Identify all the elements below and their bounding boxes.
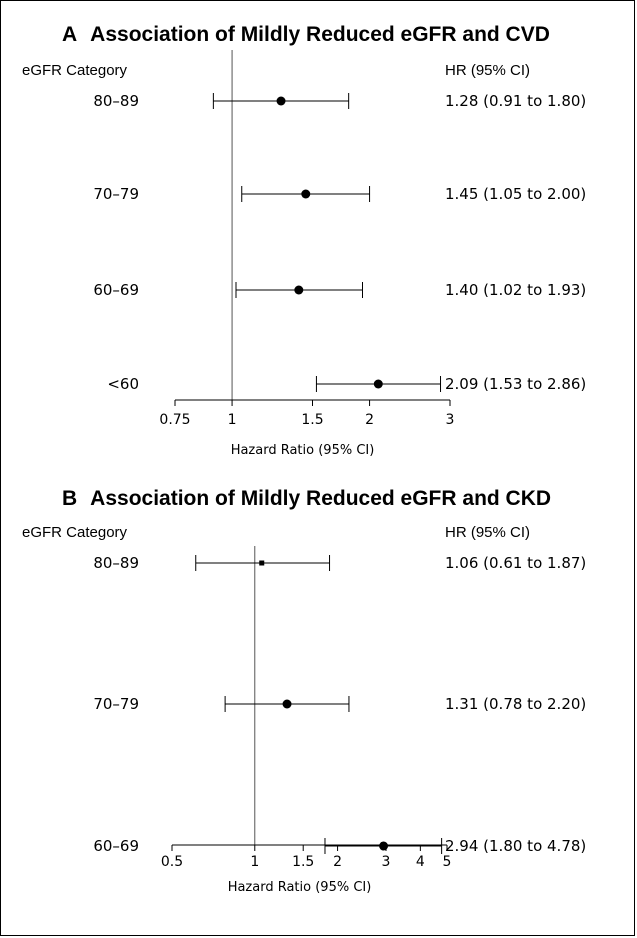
row-hr-label: 1.40 (1.02 to 1.93) [445, 281, 586, 299]
x-tick-label: 5 [443, 854, 452, 870]
hr-point-marker [276, 96, 286, 106]
x-tick-label: 3 [382, 854, 391, 870]
panel-a: A Association of Mildly Reduced eGFR and … [22, 23, 586, 458]
right-column-header: HR (95% CI) [445, 524, 530, 541]
hr-point-marker [301, 189, 311, 199]
forest-row: <60 2.09 (1.53 to 2.86) [107, 375, 586, 393]
panel-letter: B [62, 487, 77, 510]
forest-row: 60–69 1.40 (1.02 to 1.93) [93, 281, 586, 299]
row-category-label: 70–79 [93, 185, 139, 203]
x-tick-label: 1.5 [292, 854, 314, 870]
row-hr-label: 1.31 (0.78 to 2.20) [445, 695, 586, 713]
x-tick-label: 2 [333, 854, 342, 870]
row-hr-label: 1.45 (1.05 to 2.00) [445, 185, 586, 203]
panel-letter: A [62, 23, 77, 46]
x-tick-label: 4 [416, 854, 425, 870]
row-category-label: 60–69 [93, 837, 139, 855]
panel-title-text: Association of Mildly Reduced eGFR and C… [90, 487, 551, 510]
x-tick-label: 1 [250, 854, 259, 870]
x-axis-label: Hazard Ratio (95% CI) [228, 880, 372, 895]
forest-row: 60–69 2.94 (1.80 to 4.78) [93, 837, 586, 855]
panel-title-text: Association of Mildly Reduced eGFR and C… [90, 23, 550, 46]
row-category-label: 70–79 [93, 695, 139, 713]
x-tick-label: 0.5 [161, 854, 183, 870]
hr-point-marker [379, 841, 389, 851]
forest-row: 80–89 1.28 (0.91 to 1.80) [93, 92, 586, 110]
forest-row: 70–79 1.31 (0.78 to 2.20) [93, 695, 586, 713]
row-hr-label: 1.28 (0.91 to 1.80) [445, 92, 586, 110]
x-tick-label: 2 [365, 412, 374, 428]
forest-row: 80–89 1.06 (0.61 to 1.87) [93, 554, 586, 572]
hr-point-marker [373, 379, 383, 389]
x-tick-label: 1.5 [301, 412, 323, 428]
panel-title: B Association of Mildly Reduced eGFR and … [62, 487, 551, 510]
hr-point-marker [294, 285, 304, 295]
left-column-header: eGFR Category [22, 524, 128, 541]
x-tick-label: 1 [228, 412, 237, 428]
x-tick-label: 3 [446, 412, 455, 428]
row-category-label: 80–89 [93, 554, 139, 572]
hr-point-marker [259, 560, 265, 566]
panel-title: A Association of Mildly Reduced eGFR and … [62, 23, 550, 46]
row-category-label: 80–89 [93, 92, 139, 110]
row-category-label: 60–69 [93, 281, 139, 299]
left-column-header: eGFR Category [22, 62, 128, 79]
row-hr-label: 2.09 (1.53 to 2.86) [445, 375, 586, 393]
row-hr-label: 1.06 (0.61 to 1.87) [445, 554, 586, 572]
right-column-header: HR (95% CI) [445, 62, 530, 79]
x-axis-label: Hazard Ratio (95% CI) [231, 443, 375, 458]
x-tick-label: 0.75 [159, 412, 190, 428]
row-hr-label: 2.94 (1.80 to 4.78) [445, 837, 586, 855]
panel-b: B Association of Mildly Reduced eGFR and … [22, 487, 586, 895]
hr-point-marker [282, 699, 292, 709]
row-category-label: <60 [107, 375, 139, 393]
forest-row: 70–79 1.45 (1.05 to 2.00) [93, 185, 586, 203]
